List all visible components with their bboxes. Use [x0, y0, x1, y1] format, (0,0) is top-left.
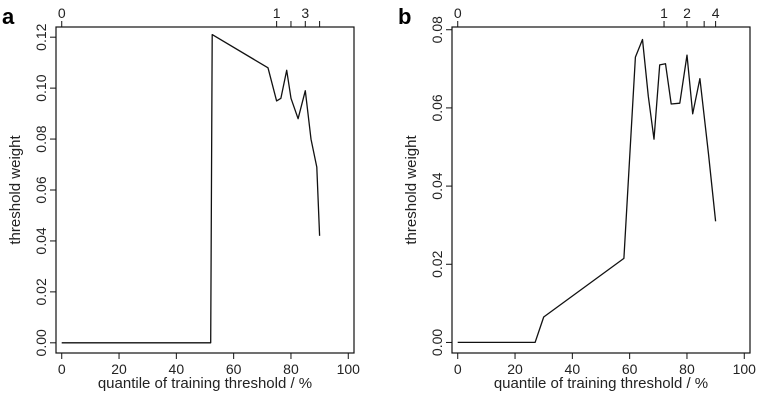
panel-a-top-tick-label: 0	[58, 5, 66, 21]
panel-a-plot-frame	[55, 26, 355, 354]
panel-b-x-tick-label: 100	[733, 361, 757, 377]
panel-b-y-axis: 0.00 0.02 0.04 0.06 0.08	[429, 16, 452, 356]
panel-a-y-tick-label: 0.08	[33, 125, 49, 152]
panel-b-x-axis: 0 20 40 60 80 100	[454, 353, 756, 377]
panel-a-x-tick-label: 80	[283, 361, 299, 377]
panel-a-y-axis-title: threshold weight	[7, 135, 24, 245]
panel-b-x-tick-label: 80	[679, 361, 695, 377]
panel-b-top-tick-label: 1	[660, 5, 668, 21]
panel-a-y-axis: 0.00 0.02 0.04 0.06 0.08 0.10 0.12	[33, 23, 56, 356]
panel-a-y-tick-label: 0.00	[33, 329, 49, 356]
panel-a-y-tick-label: 0.04	[33, 227, 49, 254]
panel-b-x-tick-label: 60	[622, 361, 638, 377]
panel-b-series-line	[457, 38, 717, 344]
panel-a-top-tick-label: 1	[273, 5, 281, 21]
panel-b-y-tick-label: 0.06	[429, 94, 445, 121]
panel-a-y-tick-label: 0.02	[33, 278, 49, 305]
panel-a-x-tick-label: 60	[226, 361, 242, 377]
panel-a-y-tick-label: 0.06	[33, 176, 49, 203]
panel-a-series-line	[61, 33, 321, 344]
panel-a-x-axis-title: quantile of training threshold / %	[98, 375, 312, 392]
panel-b-x-tick-label: 20	[507, 361, 523, 377]
panel-a-x-axis: 0 20 40 60 80 100	[58, 353, 360, 377]
panel-b-y-axis-title: threshold weight	[403, 135, 420, 245]
panel-a-y-tick-label: 0.10	[33, 74, 49, 101]
panel-a-top-tick-label: 3	[301, 5, 309, 21]
panel-a-series	[61, 33, 321, 344]
panel-a-x-tick-label: 40	[169, 361, 185, 377]
panel-b-top-tick-label: 0	[454, 5, 462, 21]
panel-a-x-tick-label: 100	[337, 361, 361, 377]
panel-b-x-tick-label: 40	[565, 361, 581, 377]
panel-b-y-tick-label: 0.00	[429, 329, 445, 356]
panel-a-x-tick-label: 0	[58, 361, 66, 377]
panel-b-x-tick-label: 0	[454, 361, 462, 377]
panel-b-letter: b	[398, 4, 411, 29]
panel-a-x-tick-label: 20	[111, 361, 127, 377]
panel-b-x-axis-title: quantile of training threshold / %	[494, 375, 708, 392]
panel-a-y-tick-label: 0.12	[33, 23, 49, 50]
panel-a-chart: a 0 20 40 60 80 100 0.000.020.040.060.080.100…	[2, 4, 360, 392]
panel-b-y-tick-label: 0.08	[429, 16, 445, 43]
panel-b-top-tick-label: 4	[712, 5, 720, 21]
panel-b-top-tick-label: 2	[683, 5, 691, 21]
panel-b-plot-frame	[451, 26, 751, 354]
panel-a-top-axis: 0 1 3	[58, 5, 321, 27]
panel-b-series	[457, 38, 717, 344]
panel-b-y-tick-label: 0.02	[429, 250, 445, 277]
panel-b-y-tick-label: 0.04	[429, 172, 445, 199]
panel-a-letter: a	[2, 4, 15, 29]
